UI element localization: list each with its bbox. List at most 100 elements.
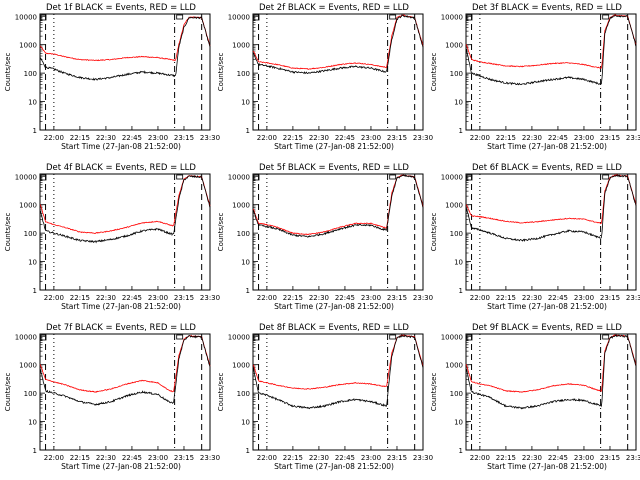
x-tick-label: 22:30 xyxy=(96,454,116,462)
y-tick-label: 100 xyxy=(237,230,250,238)
y-tick-label: 1 xyxy=(459,447,463,455)
x-tick-label: 22:45 xyxy=(122,454,142,462)
x-tick-label: 22:15 xyxy=(283,294,303,302)
y-tick-label: 10 xyxy=(28,99,37,107)
y-tick-label: 100 xyxy=(450,230,463,238)
x-tick-label: 23:30 xyxy=(626,134,640,142)
plot-frame xyxy=(465,173,637,291)
panel-title: Det 4f BLACK = Events, RED = LLD xyxy=(46,163,196,173)
plot-frame xyxy=(39,173,211,291)
plot-frame xyxy=(465,333,637,451)
corner-marker xyxy=(389,334,397,340)
x-tick-label: 23:30 xyxy=(626,454,640,462)
y-tick-label: 1 xyxy=(246,287,250,295)
panel-det-7f: Det 7f BLACK = Events, RED = LLD Counts/s… xyxy=(4,323,220,471)
panel-title: Det 8f BLACK = Events, RED = LLD xyxy=(259,323,409,333)
y-tick-label: 100 xyxy=(24,390,37,398)
y-tick-label: 100 xyxy=(450,70,463,78)
plot-frame xyxy=(252,333,424,451)
series-red xyxy=(252,174,424,236)
y-axis-label: Counts/sec xyxy=(4,213,12,252)
panel-det-3f: Det 3f BLACK = Events, RED = LLD Counts/s… xyxy=(430,3,640,151)
y-axis-label: Counts/sec xyxy=(4,53,12,92)
x-tick-label: 22:30 xyxy=(309,134,329,142)
x-axis-label: Start Time (27-Jan-08 21:52:00) xyxy=(61,462,181,471)
x-tick-label: 22:30 xyxy=(522,294,542,302)
panel-det-8f: Det 8f BLACK = Events, RED = LLD Counts/s… xyxy=(217,323,433,471)
y-tick-label: 10 xyxy=(454,259,463,267)
panel-title: Det 1f BLACK = Events, RED = LLD xyxy=(46,3,196,13)
series-black xyxy=(252,14,424,75)
y-axis-label: Counts/sec xyxy=(217,53,225,92)
corner-marker xyxy=(40,334,47,341)
x-tick-label: 23:15 xyxy=(387,294,407,302)
corner-marker xyxy=(253,14,260,21)
corner-marker xyxy=(176,14,184,20)
y-tick-label: 10000 xyxy=(15,333,37,341)
x-tick-label: 22:15 xyxy=(70,454,90,462)
y-axis-label: Counts/sec xyxy=(430,213,438,252)
x-tick-label: 22:45 xyxy=(335,134,355,142)
plot-frame xyxy=(252,173,424,291)
series-black xyxy=(465,334,637,410)
x-tick-label: 23:15 xyxy=(600,454,620,462)
y-tick-label: 1000 xyxy=(445,362,463,370)
plot-frame xyxy=(39,333,211,451)
corner-marker xyxy=(602,14,610,20)
x-tick-label: 23:30 xyxy=(413,134,433,142)
x-tick-label: 23:00 xyxy=(574,294,594,302)
y-tick-label: 10 xyxy=(241,259,250,267)
plot-frame xyxy=(39,13,211,131)
y-tick-label: 10000 xyxy=(15,13,37,21)
x-tick-label: 23:00 xyxy=(361,454,381,462)
x-tick-label: 23:30 xyxy=(626,294,640,302)
x-tick-label: 22:45 xyxy=(548,454,568,462)
y-tick-label: 10000 xyxy=(228,13,250,21)
x-tick-label: 23:15 xyxy=(387,454,407,462)
y-tick-label: 1 xyxy=(459,287,463,295)
series-black xyxy=(39,16,211,81)
x-tick-label: 22:15 xyxy=(496,454,516,462)
x-tick-label: 23:30 xyxy=(200,454,220,462)
corner-marker xyxy=(602,174,610,180)
x-tick-label: 23:00 xyxy=(361,134,381,142)
x-tick-label: 23:00 xyxy=(574,454,594,462)
y-tick-label: 10 xyxy=(454,419,463,427)
corner-marker xyxy=(466,14,473,21)
series-red xyxy=(39,174,211,234)
x-axis-label: Start Time (27-Jan-08 21:52:00) xyxy=(274,462,394,471)
y-tick-label: 10 xyxy=(241,99,250,107)
panel-det-6f: Det 6f BLACK = Events, RED = LLD Counts/s… xyxy=(430,163,640,311)
y-tick-label: 10000 xyxy=(441,333,463,341)
x-tick-label: 23:00 xyxy=(574,134,594,142)
panel-title: Det 3f BLACK = Events, RED = LLD xyxy=(472,3,622,13)
panel-title: Det 5f BLACK = Events, RED = LLD xyxy=(259,163,409,173)
y-tick-label: 10 xyxy=(241,419,250,427)
x-tick-label: 22:30 xyxy=(309,294,329,302)
x-tick-label: 22:30 xyxy=(522,134,542,142)
y-tick-label: 100 xyxy=(24,230,37,238)
y-tick-label: 10000 xyxy=(441,13,463,21)
panel-det-1f: Det 1f BLACK = Events, RED = LLD Counts/s… xyxy=(4,3,220,151)
x-axis-label: Start Time (27-Jan-08 21:52:00) xyxy=(274,142,394,151)
x-tick-label: 23:15 xyxy=(387,134,407,142)
x-tick-label: 22:15 xyxy=(496,294,516,302)
x-tick-label: 22:00 xyxy=(257,454,277,462)
x-tick-label: 22:00 xyxy=(257,294,277,302)
x-tick-label: 22:30 xyxy=(96,134,116,142)
x-tick-label: 23:15 xyxy=(174,454,194,462)
x-tick-label: 23:00 xyxy=(148,294,168,302)
x-tick-label: 22:45 xyxy=(548,294,568,302)
x-axis-label: Start Time (27-Jan-08 21:52:00) xyxy=(487,302,607,311)
panel-title: Det 7f BLACK = Events, RED = LLD xyxy=(46,323,196,333)
corner-marker xyxy=(389,14,397,20)
series-black xyxy=(253,174,424,238)
y-tick-label: 1000 xyxy=(445,42,463,50)
y-tick-label: 1 xyxy=(246,447,250,455)
x-tick-label: 22:00 xyxy=(44,134,64,142)
x-tick-label: 23:30 xyxy=(200,134,220,142)
y-tick-label: 1000 xyxy=(19,362,37,370)
series-black xyxy=(39,174,211,244)
panel-det-2f: Det 2f BLACK = Events, RED = LLD Counts/s… xyxy=(217,3,433,151)
x-tick-label: 22:45 xyxy=(548,134,568,142)
